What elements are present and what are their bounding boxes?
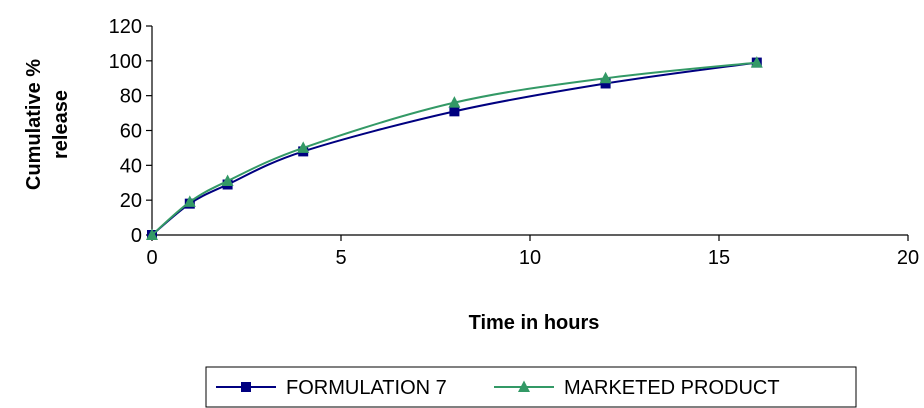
data-point — [449, 106, 460, 117]
data-point — [146, 228, 158, 240]
x-tick-label: 5 — [335, 247, 346, 269]
y-tick-label: 0 — [131, 225, 142, 247]
data-point — [221, 174, 234, 187]
legend-label-formulation-7: FORMULATION 7 — [286, 377, 447, 399]
y-tick-label: 60 — [120, 121, 142, 143]
series-formulation-7 — [147, 57, 762, 240]
x-ticks: 0 5 10 15 20 — [146, 235, 919, 269]
series-line — [151, 61, 757, 236]
series-marketed-product — [146, 56, 763, 240]
y-tick-label: 100 — [109, 51, 142, 73]
legend-label-marketed-product: MARKETED PRODUCT — [564, 377, 780, 399]
series-line — [151, 61, 757, 236]
y-tick-label: 40 — [120, 155, 142, 177]
legend-item-marketed-product — [494, 380, 554, 392]
y-axis-title: Cumulative % release — [23, 59, 72, 190]
x-axis-title: Time in hours — [469, 312, 600, 334]
series-layer — [146, 56, 763, 240]
x-tick-label: 20 — [897, 247, 919, 269]
y-axis-title-line-2: release — [50, 90, 72, 159]
y-tick-label: 20 — [120, 190, 142, 212]
y-tick-label: 120 — [109, 16, 142, 38]
data-point — [297, 141, 310, 153]
data-point — [750, 56, 763, 68]
x-tick-label: 0 — [146, 247, 157, 269]
data-point — [600, 78, 611, 89]
y-ticks: 0 20 40 60 80 100 120 — [109, 16, 152, 247]
legend: FORMULATION 7 MARKETED PRODUCT — [205, 366, 857, 408]
x-tick-label: 15 — [708, 247, 730, 269]
y-tick-label: 80 — [120, 86, 142, 108]
y-axis-title-line-1: Cumulative % — [23, 59, 45, 190]
data-point — [183, 195, 196, 207]
legend-marker-swatch — [241, 382, 251, 392]
legend-marker-swatch — [518, 380, 530, 392]
legend-item-formulation-7 — [216, 382, 276, 392]
x-tick-label: 10 — [519, 247, 541, 269]
data-point — [599, 71, 612, 84]
data-point — [448, 96, 461, 108]
